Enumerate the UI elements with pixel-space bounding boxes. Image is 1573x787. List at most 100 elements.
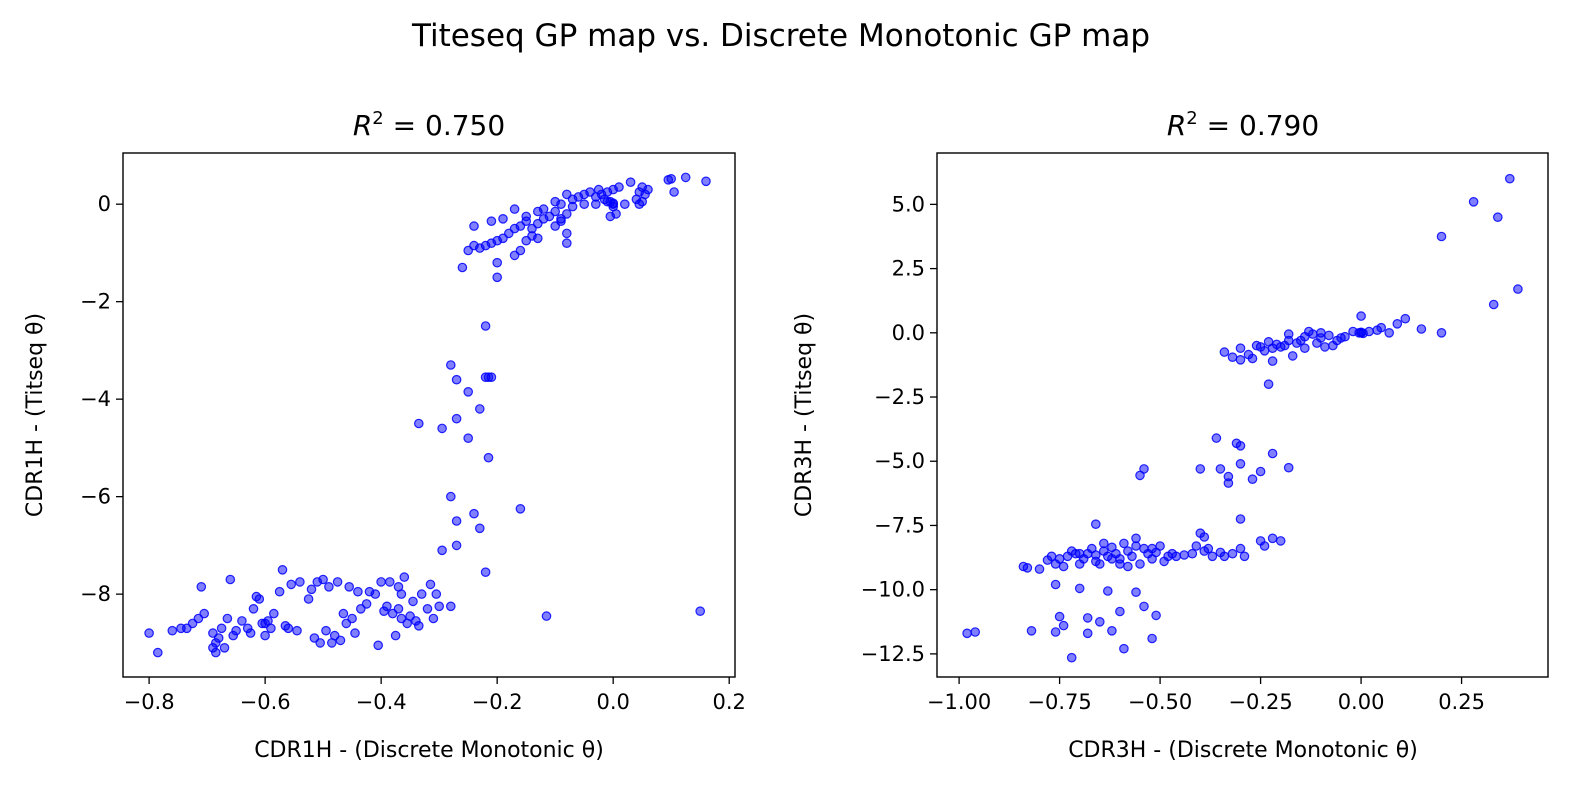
y-tick-label: −4 <box>80 387 111 411</box>
data-point <box>509 204 520 214</box>
data-point <box>268 608 279 619</box>
data-point <box>483 452 494 463</box>
data-point <box>1058 620 1069 631</box>
data-point <box>1255 342 1266 352</box>
data-point <box>1384 327 1394 338</box>
data-point <box>347 613 357 624</box>
data-point <box>492 257 502 268</box>
data-point <box>1400 313 1411 324</box>
data-point <box>1107 553 1117 564</box>
data-point <box>245 628 256 638</box>
data-point <box>463 433 473 443</box>
scatter-panel-cdr3h: R2 = 0.790 −1.00 −0.75 −0.50 −0.25 0.00 0.25 … <box>792 108 1549 763</box>
x-tick-label: 0.2 <box>712 690 745 714</box>
y-tick-label: −2.5 <box>874 385 925 409</box>
data-point <box>1066 652 1077 663</box>
data-point <box>393 603 404 614</box>
data-point <box>260 630 270 641</box>
data-point <box>480 567 491 577</box>
data-point <box>1304 326 1314 337</box>
data-point <box>1219 347 1230 357</box>
data-point <box>599 194 610 205</box>
x-tick-label: 0.0 <box>596 690 629 714</box>
panel-title: R2 = 0.750 <box>353 108 505 142</box>
data-point <box>1054 611 1065 622</box>
y-tick-label: −12.5 <box>861 642 925 666</box>
data-point <box>1107 625 1117 636</box>
data-point <box>492 272 502 283</box>
data-point <box>1091 519 1101 529</box>
data-point <box>237 616 247 626</box>
data-point <box>1235 543 1246 554</box>
data-point <box>390 630 401 641</box>
data-point <box>1082 613 1093 623</box>
data-point <box>338 608 349 619</box>
data-point <box>970 627 980 637</box>
y-axis-label: CDR3H - (Titseq θ) <box>792 313 817 517</box>
data-point <box>1488 299 1499 310</box>
x-axis-label: CDR3H - (Discrete Monotonic θ) <box>1068 738 1418 763</box>
x-axis-ticks: −0.8 −0.6 −0.4 −0.2 0.0 0.2 <box>124 677 746 714</box>
figure-title: Titeseq GP map vs. Discrete Monotonic GP… <box>411 18 1150 54</box>
x-tick-label: −0.50 <box>1128 690 1192 714</box>
data-point <box>457 262 468 273</box>
x-tick-label: −0.8 <box>124 690 175 714</box>
data-point <box>1022 562 1033 573</box>
data-point <box>231 625 241 636</box>
data-point <box>324 581 334 592</box>
data-point <box>451 516 462 526</box>
data-point <box>153 647 163 658</box>
y-tick-label: −5.0 <box>874 449 925 473</box>
data-point <box>1372 325 1382 335</box>
data-point <box>1348 326 1358 337</box>
data-point <box>431 589 442 599</box>
data-point <box>556 214 566 224</box>
data-point <box>1050 627 1061 637</box>
data-point <box>1267 356 1278 366</box>
data-point <box>1235 514 1246 524</box>
data-point <box>167 625 178 636</box>
data-point <box>277 564 288 575</box>
data-point <box>1263 336 1274 347</box>
x-tick-label: −0.6 <box>240 690 291 714</box>
data-point <box>509 250 520 261</box>
data-point <box>680 172 691 183</box>
data-point <box>561 189 572 200</box>
data-point <box>1103 586 1113 596</box>
data-point <box>1074 548 1085 559</box>
data-point <box>376 577 386 587</box>
y-tick-label: −2 <box>80 290 111 314</box>
data-point <box>1267 448 1278 459</box>
data-point <box>463 245 473 256</box>
plot-frame <box>122 152 736 678</box>
x-tick-label: −0.75 <box>1027 690 1091 714</box>
data-point <box>634 199 645 209</box>
data-point <box>1239 551 1250 562</box>
data-point <box>384 577 395 587</box>
y-axis-ticks: 0 −2 −4 −6 −8 <box>80 192 123 606</box>
data-point <box>1283 329 1294 339</box>
data-point <box>451 540 462 551</box>
data-point <box>1191 541 1202 551</box>
data-point <box>480 321 491 331</box>
data-point <box>1082 628 1093 639</box>
data-point <box>590 199 601 209</box>
data-point <box>1123 561 1133 572</box>
data-point <box>1026 625 1037 636</box>
data-point <box>1300 343 1310 353</box>
data-point <box>1287 351 1298 361</box>
data-point <box>350 628 360 638</box>
data-point <box>1219 551 1230 562</box>
y-tick-label: 2.5 <box>892 257 925 281</box>
data-point <box>625 177 636 187</box>
data-point <box>344 581 354 592</box>
data-point <box>382 601 392 612</box>
x-tick-label: −0.4 <box>356 690 407 714</box>
x-tick-label: 0.25 <box>1438 690 1485 714</box>
data-point <box>486 372 497 382</box>
data-point <box>1147 633 1157 644</box>
data-point <box>318 574 328 585</box>
data-point <box>1324 330 1334 341</box>
data-point <box>208 642 218 653</box>
